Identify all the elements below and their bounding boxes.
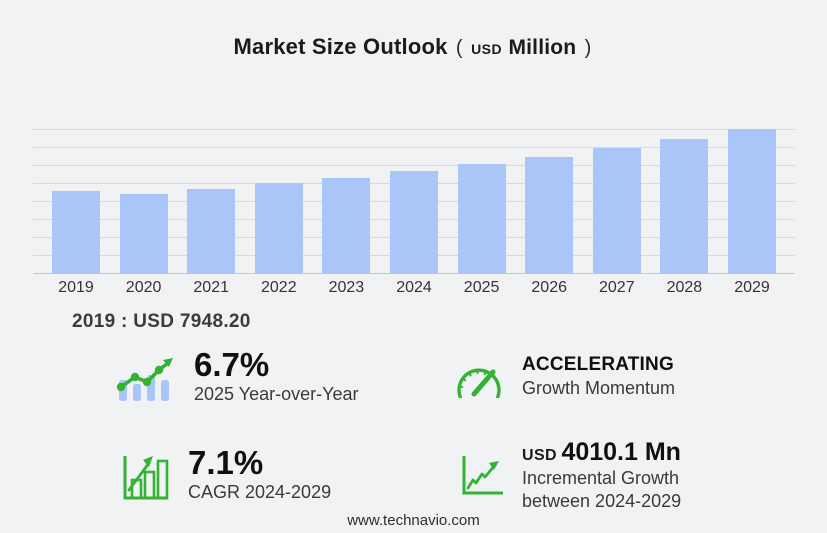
stat-momentum: ACCELERATING Growth Momentum — [452, 354, 675, 399]
bar-2028 — [660, 139, 709, 274]
title-paren-close: ) — [584, 37, 592, 59]
x-tick-label: 2022 — [261, 279, 297, 296]
stat-incremental: USD 4010.1 Mn Incremental Growth between… — [458, 438, 681, 512]
bar-2027 — [592, 148, 641, 274]
title-main: Market Size Outlook — [233, 34, 448, 59]
bar-chart-growth-icon — [123, 455, 169, 500]
line-chart-axis-icon — [462, 456, 503, 495]
stat-incremental-prefix: USD — [522, 447, 557, 464]
x-tick-label: 2029 — [734, 279, 770, 296]
gridline — [33, 147, 795, 148]
title-paren-open: ( — [455, 37, 463, 59]
bar-2019 — [52, 191, 100, 274]
x-tick-label: 2020 — [125, 279, 162, 296]
stat-incremental-label-line2: between 2024-2029 — [522, 490, 682, 511]
stat-incremental-label-line1: Incremental Growth — [522, 468, 680, 488]
bar-2022 — [254, 183, 303, 274]
x-tick-label: 2027 — [599, 279, 635, 296]
plot-area — [33, 124, 795, 274]
stat-cagr-value: 7.1% — [188, 444, 264, 481]
stat-yoy: 6.7% 2025 Year-over-Year — [112, 346, 359, 405]
stat-momentum-value: ACCELERATING — [522, 354, 674, 375]
base-year-annotation: 2019 : USD 7948.20 — [72, 311, 251, 332]
gridline — [33, 129, 795, 130]
bar-2020 — [119, 194, 168, 274]
title-unit-magnitude: Million — [508, 36, 577, 59]
bar-2026 — [525, 157, 574, 274]
bar-2024 — [390, 171, 438, 274]
stat-momentum-label: Growth Momentum — [522, 377, 676, 398]
title-unit-currency: USD — [471, 41, 503, 57]
bar-2023 — [322, 178, 371, 274]
bar-2025 — [457, 164, 506, 274]
source-url: www.technavio.com — [347, 512, 480, 529]
x-tick-label: 2026 — [531, 279, 567, 296]
bars-trend-arrow-icon — [116, 357, 173, 401]
x-tick-label: 2025 — [463, 279, 500, 296]
gauge-icon — [457, 368, 501, 398]
x-tick-label: 2023 — [328, 279, 365, 296]
x-tick-label: 2019 — [58, 279, 94, 296]
x-tick-label: 2028 — [666, 279, 703, 296]
stat-yoy-label: 2025 Year-over-Year — [194, 383, 359, 404]
x-axis-labels: 2019 2020 2021 2022 2023 2024 2025 2026 2027 2028… — [33, 279, 795, 299]
x-tick-label: 2024 — [396, 279, 432, 296]
stat-cagr: 7.1% CAGR 2024-2029 — [118, 444, 332, 503]
gridline — [33, 165, 795, 166]
bar-2021 — [187, 189, 236, 274]
x-tick-label: 2021 — [193, 279, 229, 296]
bar-2029 — [728, 129, 776, 274]
stat-incremental-value: 4010.1 Mn — [561, 438, 681, 466]
stat-cagr-label: CAGR 2024-2029 — [188, 481, 332, 502]
stat-yoy-value: 6.7% — [194, 346, 270, 383]
page-title: Market Size Outlook ( USD Million ) — [0, 34, 827, 60]
